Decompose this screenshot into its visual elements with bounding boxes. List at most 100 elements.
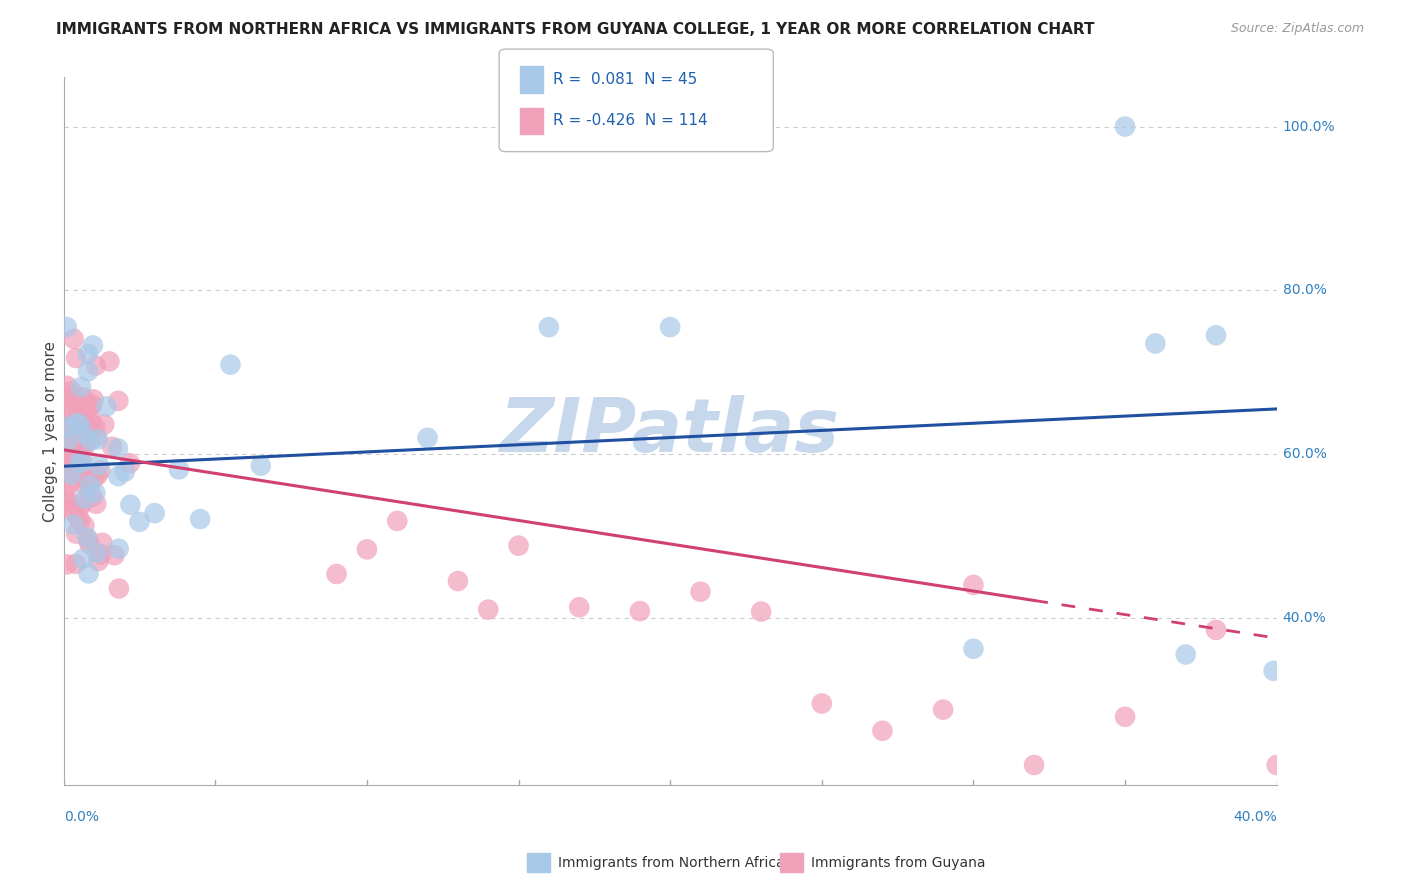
Point [120,498,142,512]
Point [65,557,87,571]
Point [811,697,834,711]
Point [90,548,112,562]
Text: 100.0%: 100.0% [1282,120,1336,134]
Point [537,320,560,334]
Point [65,464,87,478]
Point [568,600,591,615]
Point [82,398,104,412]
Point [69,417,91,432]
Point [79,537,101,551]
Point [76,471,98,485]
Point [69,513,91,527]
Point [107,469,129,483]
Point [143,506,166,520]
Point [387,514,409,528]
Point [118,456,141,470]
Point [59,439,82,453]
Point [58,459,80,474]
Point [79,423,101,437]
Point [1022,758,1045,772]
Point [107,442,129,456]
Point [58,458,80,473]
Point [1114,120,1136,134]
Point [84,420,107,434]
Point [98,354,121,368]
Point [82,338,104,352]
Point [659,320,682,334]
Point [59,476,82,491]
Point [75,479,97,493]
Point [55,481,77,495]
Point [87,433,110,447]
Point [84,359,107,373]
Point [60,384,83,399]
Point [82,417,104,432]
Point [962,641,984,656]
Point [107,541,129,556]
Point [103,548,125,562]
Text: 80.0%: 80.0% [1282,284,1327,297]
Point [447,574,470,588]
Y-axis label: College, 1 year or more: College, 1 year or more [44,341,58,522]
Point [89,463,111,477]
Point [86,468,108,483]
Point [80,434,103,448]
Point [108,582,131,596]
Point [73,400,96,414]
Text: Immigrants from Northern Africa: Immigrants from Northern Africa [558,855,785,870]
Point [167,462,190,476]
Point [65,526,87,541]
Point [72,495,94,509]
Point [72,390,94,404]
Point [60,467,83,482]
Point [69,499,91,513]
Point [356,542,378,557]
Point [60,442,83,457]
Point [72,551,94,566]
Point [82,490,104,504]
Point [60,416,83,430]
Point [65,416,87,430]
Point [107,393,129,408]
Point [188,512,211,526]
Point [56,435,79,450]
Point [70,456,93,470]
Point [65,351,87,365]
Point [73,491,96,506]
Point [1174,648,1197,662]
Point [73,471,96,485]
Point [128,515,150,529]
Text: R =  0.081  N = 45: R = 0.081 N = 45 [553,72,697,87]
Point [72,426,94,441]
Point [91,536,114,550]
Point [69,443,91,458]
Point [1263,664,1285,678]
Point [86,546,108,560]
Point [60,503,83,517]
Point [55,378,77,392]
Point [93,417,115,432]
Point [84,486,107,500]
Point [1144,336,1167,351]
Point [87,458,110,472]
Point [249,458,271,473]
Point [477,602,499,616]
Point [55,320,77,334]
Point [1114,710,1136,724]
Point [114,465,136,479]
Point [77,566,100,581]
Point [70,451,93,466]
Text: ZIPatlas: ZIPatlas [501,395,841,468]
Point [87,554,110,568]
Point [55,558,77,572]
Point [66,411,89,425]
Point [62,388,84,402]
Point [508,539,530,553]
Point [628,604,651,618]
Point [63,416,86,430]
Point [689,584,711,599]
Point [75,438,97,452]
Point [416,431,439,445]
Point [84,429,107,443]
Text: Source: ZipAtlas.com: Source: ZipAtlas.com [1230,22,1364,36]
